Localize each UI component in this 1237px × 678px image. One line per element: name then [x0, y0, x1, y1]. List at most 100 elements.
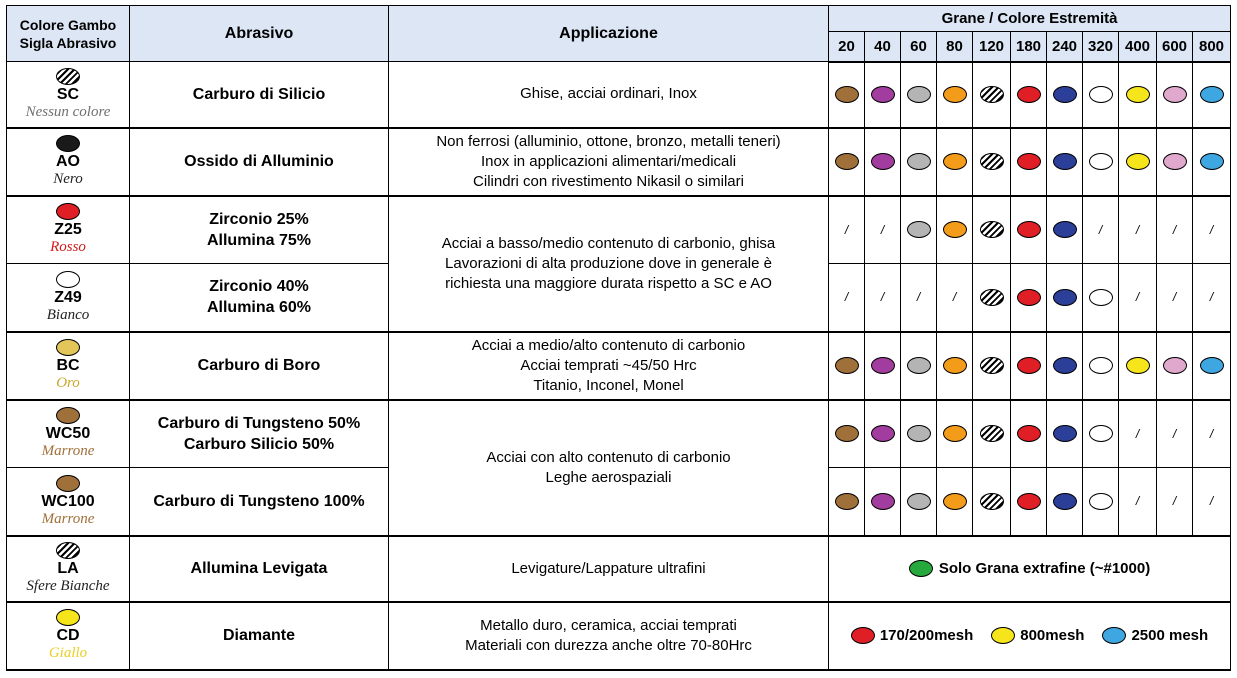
grit-cell-20 [828, 127, 865, 197]
grit-cell-120 [972, 195, 1011, 264]
application-line: Metallo duro, ceramica, acciai temprati [480, 616, 737, 634]
grit-header-20: 20 [828, 31, 865, 63]
not-available-mark: / [1172, 494, 1177, 509]
abrasive-name-cell: Carburo di Silicio [129, 61, 389, 129]
tip-purple-dot-icon [870, 492, 895, 510]
grit-cell-800 [1191, 61, 1232, 129]
abrasive-name-line: Allumina 60% [206, 299, 312, 317]
grit-cell-20 [828, 467, 865, 537]
not-available-mark: / [1135, 494, 1140, 509]
tip-orange-dot-icon [942, 425, 967, 443]
tip-white-dot-icon [1088, 288, 1113, 306]
grit-cell-80 [936, 61, 973, 129]
code-cell: WC50 Marrone [6, 399, 130, 468]
abrasive-name-line: Allumina 75% [206, 231, 312, 249]
abrasive-name-cell: Allumina Levigata [129, 535, 389, 603]
tip-hatch-dot-icon [979, 85, 1004, 103]
shank-color-name: Sfere Bianche [26, 578, 110, 594]
grit-cell-600 [1156, 61, 1193, 129]
tip-orange-dot-icon [942, 221, 967, 239]
grit-cell-40: / [864, 195, 901, 264]
grit-cell-120 [972, 263, 1011, 333]
grit-cell-240 [1046, 331, 1083, 401]
tip-gray-dot-icon [906, 152, 931, 170]
grit-cell-600: / [1156, 399, 1193, 468]
grit-cell-240 [1046, 195, 1083, 264]
grit-cell-20 [828, 331, 865, 401]
abrasive-name-cell: Zirconio 40% Allumina 60% [129, 263, 389, 333]
tip-pink-dot-icon [1162, 85, 1187, 103]
tip-gray-dot-icon [906, 356, 931, 374]
tip-blue-dot-icon [1199, 85, 1224, 103]
grit-cell-800: / [1191, 263, 1232, 333]
application-cell: Ghise, acciai ordinari, Inox [388, 61, 829, 129]
tip-yellow-dot-icon [1125, 85, 1150, 103]
tip-yellow-dot-icon [1125, 152, 1150, 170]
grit-cell-320 [1082, 399, 1119, 468]
shank-color-icon [56, 67, 80, 85]
table-row: SC Nessun colore Carburo di Silicio Ghise, … [6, 61, 1232, 129]
grit-cell-40: / [864, 263, 901, 333]
tip-pink-dot-icon [1162, 356, 1187, 374]
grit-cell-320 [1082, 127, 1119, 197]
tip-blue-dot-icon [1199, 356, 1224, 374]
grit-cell-320 [1082, 61, 1119, 129]
tip-purple-dot-icon [870, 85, 895, 103]
tip-navy-dot-icon [1052, 288, 1077, 306]
application-line: Titanio, Inconel, Monel [533, 376, 684, 394]
shank-color-name: Marrone [41, 510, 95, 527]
blue-dot-icon [1102, 627, 1127, 644]
grit-cell-400: / [1118, 263, 1157, 333]
grit-cell-180 [1010, 61, 1047, 129]
abrasive-name-cell: Zirconio 25% Allumina 75% [129, 195, 389, 264]
grit-cell-400: / [1118, 399, 1157, 468]
grit-cell-800: / [1191, 195, 1232, 264]
shank-color-icon [56, 542, 80, 559]
abrasive-name-line: Carburo di Boro [197, 357, 321, 374]
not-available-mark: / [1098, 222, 1103, 237]
tip-hatch-dot-icon [979, 492, 1004, 510]
grit-cell-320 [1082, 331, 1119, 401]
grit-header-80: 80 [936, 31, 973, 63]
application-line: Levigature/Lappature ultrafini [511, 559, 706, 577]
grit-cell-20 [828, 399, 865, 468]
grit-cell-600 [1156, 331, 1193, 401]
abrasive-name-line: Carburo Silicio 50% [183, 435, 335, 453]
grit-header-60: 60 [900, 31, 937, 63]
grit-cell-120 [972, 399, 1011, 468]
table-row: Z25 Rosso Zirconio 25% Allumina 75% Acciai a… [6, 195, 1232, 333]
tip-hatch-dot-icon [979, 356, 1004, 374]
tip-navy-dot-icon [1052, 221, 1077, 239]
grit-header-800: 800 [1191, 31, 1232, 63]
shank-color-icon [56, 270, 80, 288]
grit-note-text: Solo Grana extrafine (~#1000) [938, 560, 1151, 577]
header-application: Applicazione [388, 5, 829, 62]
not-available-mark: / [1209, 290, 1214, 305]
grit-cell-80: / [936, 263, 973, 333]
shank-color-name: Marrone [41, 443, 95, 460]
tip-brown-dot-icon [834, 492, 859, 510]
abrasive-name-line: Zirconio 40% [209, 278, 309, 296]
grit-cell-180 [1010, 263, 1047, 333]
grit-cell-80 [936, 399, 973, 468]
tip-navy-dot-icon [1052, 152, 1077, 170]
application-cell: Acciai a basso/medio contenuto di carbon… [388, 195, 829, 333]
grit-header-120: 120 [972, 31, 1011, 63]
code-cell: SC Nessun colore [6, 61, 130, 129]
tip-brown-dot-icon [834, 85, 859, 103]
tip-brown-dot-icon [834, 356, 859, 374]
code-cell: LA Sfere Bianche [6, 535, 130, 603]
grit-cell-180 [1010, 399, 1047, 468]
abrasive-code: Z25 [54, 221, 82, 239]
grit-cell-20: / [828, 195, 865, 264]
tip-navy-dot-icon [1052, 492, 1077, 510]
table-row: LA Sfere Bianche Allumina Levigata Levigatu… [6, 535, 1232, 603]
abrasive-name-line: Carburo di Silicio [192, 85, 326, 103]
grit-cell-120 [972, 127, 1011, 197]
shank-color-icon [56, 474, 80, 492]
abrasive-name-line: Allumina Levigata [190, 560, 328, 577]
code-cell: CD Giallo [6, 601, 130, 671]
grit-cell-800: / [1191, 399, 1232, 468]
grit-cell-800 [1191, 127, 1232, 197]
not-available-mark: / [1172, 290, 1177, 305]
